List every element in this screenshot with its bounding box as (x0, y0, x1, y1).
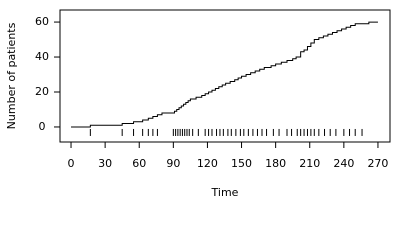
x-tick-label: 30 (98, 157, 112, 170)
x-tick-label: 120 (197, 157, 218, 170)
x-tick-label: 60 (132, 157, 146, 170)
x-tick-label: 180 (265, 157, 286, 170)
y-axis-label: Number of patients (5, 22, 18, 129)
x-tick-label: 270 (367, 157, 388, 170)
x-axis-label: Time (211, 186, 239, 199)
y-tick-label: 60 (35, 15, 49, 28)
y-tick-label: 0 (39, 120, 46, 133)
y-tick-label: 40 (35, 50, 49, 63)
step-line (71, 21, 378, 128)
x-tick-label: 0 (68, 157, 75, 170)
y-tick-label: 20 (35, 85, 49, 98)
x-tick-label: 90 (166, 157, 180, 170)
chart: Time Number of patients 0 30 60 90 120 150 180… (5, 9, 391, 199)
x-tick-label: 240 (333, 157, 354, 170)
x-tick-label: 150 (231, 157, 252, 170)
plot-frame (59, 9, 391, 143)
x-tick-label: 210 (299, 157, 320, 170)
